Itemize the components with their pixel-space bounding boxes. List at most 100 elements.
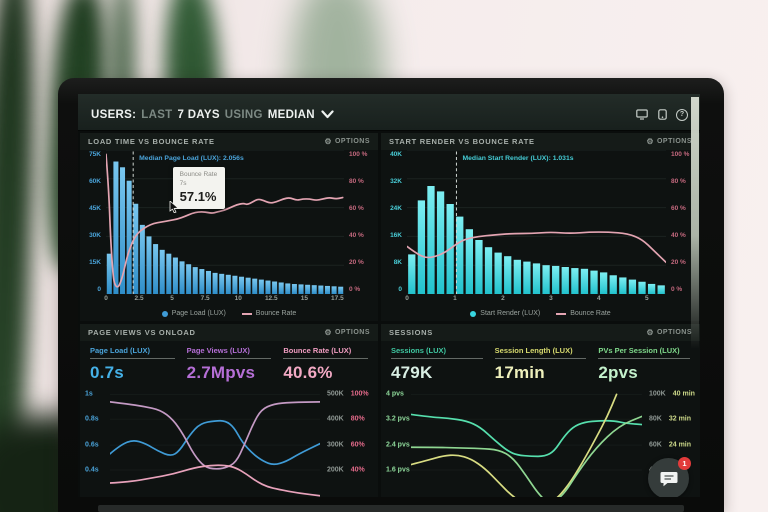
sessions-chart[interactable] bbox=[411, 389, 642, 497]
panel-page-views-header: PAGE VIEWS VS ONLOAD ⚙ OPTIONS bbox=[80, 324, 378, 341]
header-range-label: 7 DAYS bbox=[177, 108, 220, 121]
y-axis-tick: 20 % bbox=[671, 259, 686, 266]
chart-tooltip: Bounce Rate 7s 57.1% bbox=[169, 167, 226, 214]
series-line-icon bbox=[241, 312, 252, 315]
metric-label: Session Length (LUX) bbox=[494, 346, 587, 359]
median-annotation: Median Page Load (LUX): 2.056s bbox=[139, 155, 244, 162]
chat-widget-button[interactable]: 1 bbox=[648, 457, 691, 497]
header-users-label: USERS: bbox=[91, 108, 137, 121]
series-dot-icon bbox=[161, 310, 168, 317]
y-axis-left: 75K 60K 45K 30K 15K 0 bbox=[80, 150, 106, 294]
options-button[interactable]: ⚙ OPTIONS bbox=[324, 136, 370, 146]
x-axis-tick: 5 bbox=[170, 295, 174, 302]
y-axis-tick: 20 % bbox=[349, 259, 364, 266]
panel-sessions: SESSIONS ⚙ OPTIONS Sessions (LUX) 479K Se… bbox=[381, 324, 700, 497]
panel-sessions-header: SESSIONS ⚙ OPTIONS bbox=[381, 324, 700, 341]
metric-value: 40.6% bbox=[283, 363, 333, 382]
metric-value: 479K bbox=[391, 363, 433, 382]
y-axis-tick: 0.8s bbox=[85, 415, 99, 423]
gear-icon: ⚙ bbox=[324, 136, 332, 146]
y-axis-tick: 40 % bbox=[671, 232, 686, 239]
y-axis-tick: 2.4 pvs bbox=[386, 441, 410, 449]
y-axis-tick-pair: 60K 24 min bbox=[649, 441, 692, 449]
gear-icon: ⚙ bbox=[646, 136, 654, 146]
panel-page-views: PAGE VIEWS VS ONLOAD ⚙ OPTIONS Page Load … bbox=[80, 324, 378, 497]
y-axis-tick: 1s bbox=[85, 390, 93, 398]
metrics-row: Sessions (LUX) 479K Session Length (LUX)… bbox=[381, 341, 700, 389]
options-button[interactable]: ⚙ OPTIONS bbox=[324, 327, 370, 337]
y-axis-tick-pair: 300K 60% bbox=[327, 441, 365, 449]
x-axis-tick: 1 bbox=[453, 295, 457, 302]
options-button[interactable]: ⚙ OPTIONS bbox=[646, 327, 692, 337]
page-views-chart[interactable] bbox=[110, 389, 320, 497]
legend-item[interactable]: Bounce Rate bbox=[241, 310, 296, 317]
mobile-icon[interactable] bbox=[656, 109, 668, 121]
y-axis-tick: 0 bbox=[97, 286, 101, 293]
y-axis-tick: 1.6 pvs bbox=[386, 466, 410, 474]
panel-title: PAGE VIEWS VS ONLOAD bbox=[88, 328, 196, 337]
y-axis-right: 500K 100% 400K 80% 300K 60% 200K 40% bbox=[320, 389, 378, 497]
y-axis-tick: 100 % bbox=[671, 151, 690, 158]
chevron-down-icon[interactable] bbox=[321, 110, 334, 119]
metric-page-load: Page Load (LUX) 0.7s bbox=[90, 346, 175, 389]
y-axis-left: 4 pvs 3.2 pvs 2.4 pvs 1.6 pvs bbox=[381, 389, 411, 497]
laptop-hinge bbox=[98, 505, 684, 512]
options-button[interactable]: ⚙ OPTIONS bbox=[646, 136, 692, 146]
x-axis-tick: 5 bbox=[645, 295, 649, 302]
metric-value: 0.7s bbox=[90, 363, 124, 382]
gear-icon: ⚙ bbox=[646, 327, 654, 337]
metric-value: 17min bbox=[494, 363, 545, 382]
metric-sessions: Sessions (LUX) 479K bbox=[391, 346, 483, 389]
monitor-icon[interactable] bbox=[636, 109, 648, 121]
y-axis-tick-pair: 80K 32 min bbox=[649, 415, 692, 423]
panel-title: SESSIONS bbox=[389, 328, 433, 337]
y-axis-tick: 80 % bbox=[671, 178, 686, 185]
header-median-label: MEDIAN bbox=[267, 108, 315, 121]
y-axis-tick: 0.6s bbox=[85, 441, 99, 449]
metric-session-length: Session Length (LUX) 17min bbox=[494, 346, 587, 389]
x-axis-tick: 15 bbox=[300, 295, 308, 302]
y-axis-tick-pair: 100K 40 min bbox=[649, 390, 695, 398]
panel-load-time-header: LOAD TIME VS BOUNCE RATE ⚙ OPTIONS bbox=[80, 133, 378, 150]
chart-legend: Page Load (LUX) Bounce Rate bbox=[80, 306, 378, 321]
cursor-icon bbox=[169, 200, 179, 218]
start-render-chart[interactable]: Median Start Render (LUX): 1.031s bbox=[407, 150, 666, 294]
metric-label: Sessions (LUX) bbox=[391, 346, 483, 359]
tooltip-value: 57.1% bbox=[179, 189, 217, 205]
y-axis-tick: 60K bbox=[89, 178, 101, 185]
x-axis-tick: 2.5 bbox=[134, 295, 144, 302]
metric-value: 2.7Mpvs bbox=[186, 363, 256, 382]
chat-bubble-icon bbox=[660, 471, 677, 486]
x-axis-tick: 0 bbox=[405, 295, 409, 302]
y-axis-tick: 100 % bbox=[349, 151, 368, 158]
y-axis-tick: 32K bbox=[390, 178, 402, 185]
x-axis: 0 2.5 5 7.5 10 12.5 15 17.5 bbox=[104, 295, 344, 306]
y-axis-tick: 8K bbox=[393, 259, 402, 266]
laptop: USERS: LAST 7 DAYS USING MEDIAN ? bbox=[58, 78, 724, 512]
x-axis-tick: 4 bbox=[597, 295, 601, 302]
legend-item[interactable]: Start Render (LUX) bbox=[470, 310, 540, 317]
metrics-row: Page Load (LUX) 0.7s Page Views (LUX) 2.… bbox=[80, 341, 378, 389]
tooltip-bucket: 7s bbox=[179, 179, 187, 187]
x-axis-tick: 7.5 bbox=[200, 295, 210, 302]
y-axis-tick: 80 % bbox=[349, 178, 364, 185]
notification-badge: 1 bbox=[678, 457, 691, 470]
legend-item[interactable]: Bounce Rate bbox=[556, 310, 611, 317]
load-time-chart[interactable]: Median Page Load (LUX): 2.056s Bounce Ra… bbox=[106, 150, 344, 294]
y-axis-left: 40K 32K 24K 16K 8K 0 bbox=[381, 150, 407, 294]
legend-item[interactable]: Page Load (LUX) bbox=[161, 310, 226, 317]
metric-bounce-rate: Bounce Rate (LUX) 40.6% bbox=[283, 346, 369, 389]
panel-title: START RENDER VS BOUNCE RATE bbox=[389, 137, 535, 146]
y-axis-tick: 16K bbox=[390, 232, 402, 239]
header-using-label: USING bbox=[224, 108, 263, 121]
x-axis-tick: 0 bbox=[104, 295, 108, 302]
x-axis-tick: 2 bbox=[501, 295, 505, 302]
y-axis-tick-pair: 400K 80% bbox=[327, 415, 365, 423]
y-axis-tick: 0 % bbox=[349, 286, 361, 293]
y-axis-tick-pair: 200K 40% bbox=[327, 466, 365, 474]
metric-label: Page Load (LUX) bbox=[90, 346, 175, 359]
y-axis-tick: 0 bbox=[398, 286, 402, 293]
panel-start-render-header: START RENDER VS BOUNCE RATE ⚙ OPTIONS bbox=[381, 133, 700, 150]
help-icon[interactable]: ? bbox=[676, 108, 688, 121]
